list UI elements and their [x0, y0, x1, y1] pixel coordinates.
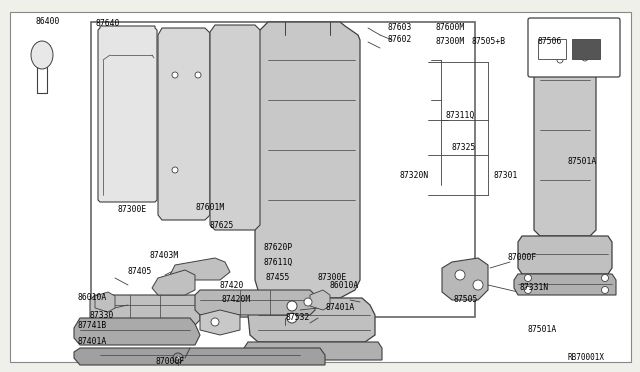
Polygon shape [200, 310, 240, 335]
Text: 87625: 87625 [210, 221, 234, 230]
Circle shape [211, 318, 219, 326]
Bar [538, 39, 566, 59]
Text: 87420M: 87420M [222, 295, 252, 305]
Circle shape [173, 353, 183, 363]
Text: 87640: 87640 [95, 19, 120, 29]
Text: 87403M: 87403M [150, 250, 179, 260]
Circle shape [195, 72, 201, 78]
Polygon shape [158, 28, 210, 220]
Circle shape [525, 286, 531, 294]
Circle shape [176, 356, 180, 360]
Circle shape [525, 275, 531, 282]
Circle shape [455, 270, 465, 280]
Text: 87300E: 87300E [318, 273, 348, 282]
Text: 87602: 87602 [388, 35, 412, 45]
Text: 87300E: 87300E [118, 205, 147, 215]
Text: 87401A: 87401A [325, 304, 355, 312]
Circle shape [557, 57, 563, 63]
Polygon shape [74, 318, 200, 345]
Text: 87301: 87301 [493, 170, 517, 180]
Text: 87405: 87405 [128, 267, 152, 276]
Text: 87325: 87325 [452, 144, 476, 153]
Polygon shape [244, 342, 382, 360]
Polygon shape [195, 290, 315, 315]
FancyBboxPatch shape [528, 18, 620, 77]
Text: 86400: 86400 [35, 17, 60, 26]
Text: 87532: 87532 [285, 314, 309, 323]
Text: 87501A: 87501A [528, 326, 557, 334]
Circle shape [473, 280, 483, 290]
Circle shape [304, 298, 312, 306]
Polygon shape [170, 258, 230, 280]
Text: 87311Q: 87311Q [445, 110, 474, 119]
Text: 87611Q: 87611Q [264, 257, 293, 266]
Polygon shape [442, 258, 488, 300]
Bar [91, 22, 475, 317]
Text: 87600M: 87600M [435, 23, 464, 32]
Polygon shape [98, 26, 157, 202]
Circle shape [287, 313, 297, 323]
Polygon shape [310, 290, 330, 310]
Polygon shape [534, 55, 596, 236]
Text: 87601M: 87601M [195, 203, 224, 212]
Text: 86010A: 86010A [330, 280, 359, 289]
Circle shape [172, 167, 178, 173]
Circle shape [602, 286, 609, 294]
Circle shape [172, 72, 178, 78]
Text: 87620P: 87620P [264, 244, 293, 253]
Text: 87320N: 87320N [400, 170, 429, 180]
Text: 87000F: 87000F [155, 357, 184, 366]
Circle shape [557, 41, 563, 47]
Polygon shape [210, 25, 260, 230]
Polygon shape [518, 236, 612, 274]
Text: RB70001X: RB70001X [568, 353, 605, 362]
Text: 87331N: 87331N [520, 283, 549, 292]
Polygon shape [255, 22, 360, 298]
Text: 87420: 87420 [220, 282, 244, 291]
Text: 87741B: 87741B [78, 321, 108, 330]
Text: 87603: 87603 [388, 23, 412, 32]
Text: 86010A: 86010A [78, 292, 108, 301]
Bar [572, 39, 600, 59]
Text: 87000F: 87000F [508, 253, 537, 263]
Polygon shape [95, 292, 115, 312]
Circle shape [602, 275, 609, 282]
Text: 87300M: 87300M [435, 38, 464, 46]
Text: 87505: 87505 [454, 295, 478, 305]
Polygon shape [90, 295, 200, 325]
Text: 87455: 87455 [265, 273, 289, 282]
Text: 87330: 87330 [90, 311, 115, 320]
Polygon shape [152, 270, 195, 295]
Circle shape [287, 301, 297, 311]
Ellipse shape [31, 41, 53, 69]
Text: 87505+B: 87505+B [472, 38, 506, 46]
Circle shape [582, 55, 588, 61]
Text: 87506: 87506 [538, 38, 563, 46]
Text: 87401A: 87401A [78, 337, 108, 346]
Text: 87501A: 87501A [568, 157, 597, 167]
Polygon shape [74, 348, 325, 365]
Polygon shape [514, 274, 616, 295]
Polygon shape [248, 298, 375, 342]
